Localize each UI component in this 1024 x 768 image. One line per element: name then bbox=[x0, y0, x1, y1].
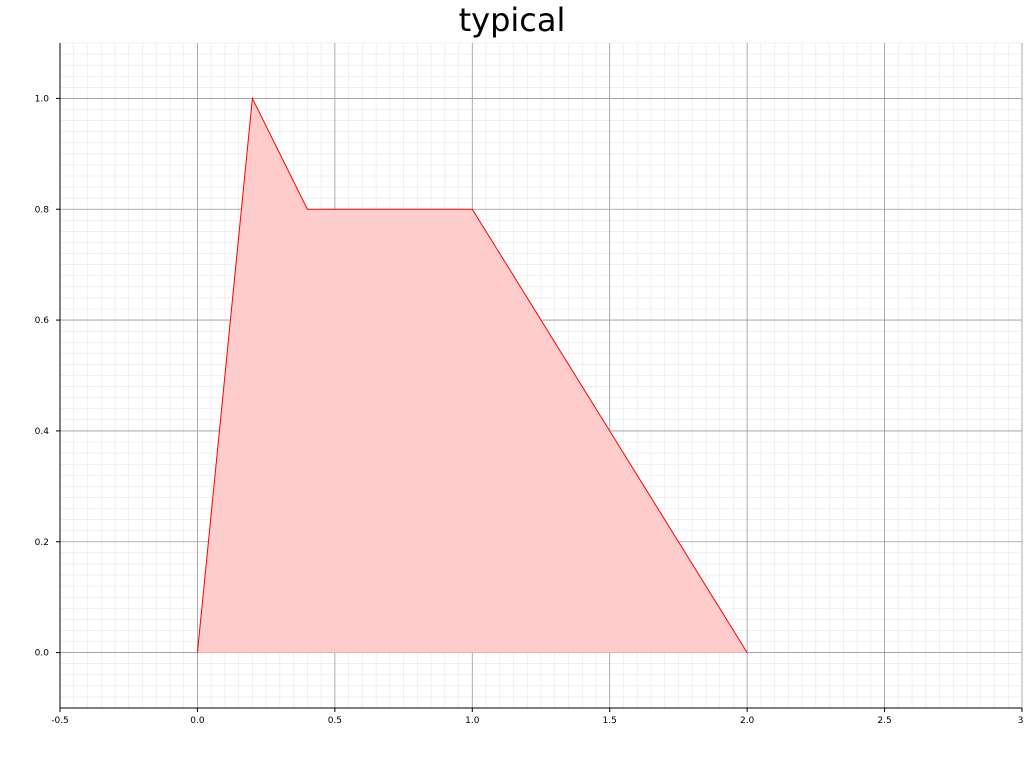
x-tick-label: 0.0 bbox=[190, 716, 205, 726]
x-tick-label: 2.0 bbox=[740, 716, 755, 726]
x-tick-label: 1.5 bbox=[603, 716, 617, 726]
series-area-fill bbox=[197, 98, 748, 653]
x-tick-label: 1.0 bbox=[465, 716, 480, 726]
y-axis-ticks: 0.0 0.2 0.4 0.6 0.8 1.0 bbox=[35, 94, 60, 659]
x-tick-label: -0.5 bbox=[51, 716, 69, 726]
y-tick-label: 0.2 bbox=[35, 538, 49, 548]
series-line bbox=[196, 96, 748, 653]
y-tick-label: 0.4 bbox=[35, 427, 50, 437]
y-tick-label: 0.0 bbox=[35, 649, 50, 659]
y-tick-label: 1.0 bbox=[35, 94, 50, 104]
plot-area bbox=[196, 96, 748, 653]
x-tick-label: 2.5 bbox=[877, 716, 891, 726]
x-tick-label: 0.5 bbox=[328, 716, 342, 726]
y-tick-label: 0.6 bbox=[35, 316, 50, 326]
x-tick-label: 3. bbox=[1018, 716, 1024, 726]
axes bbox=[59, 43, 1022, 709]
y-tick-label: 0.8 bbox=[35, 205, 50, 215]
x-axis-ticks: -0.5 0.0 0.5 1.0 1.5 2.0 2.5 3. bbox=[51, 708, 1024, 726]
chart-title: typical bbox=[459, 1, 566, 39]
